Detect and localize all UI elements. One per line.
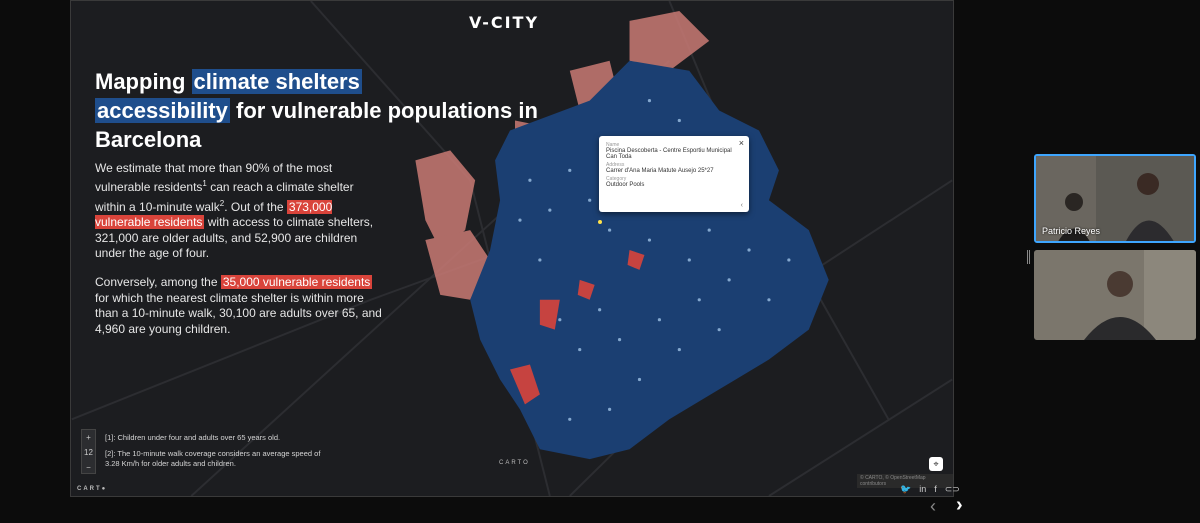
linkedin-icon[interactable]: in: [919, 484, 927, 494]
popup-address-value: Carrer d'Ana Maria Matute Ausejo 25*27: [606, 168, 714, 174]
close-icon[interactable]: ×: [738, 138, 744, 148]
carto-logo: CART●: [77, 486, 108, 492]
map-attribution: © CARTO, © OpenStreetMap contributors: [857, 474, 953, 488]
presentation-slide: V-CITY Mapping climate shelters accessibi…: [70, 0, 954, 497]
participant-video-image: [1034, 250, 1196, 340]
p2-text-a: Conversely, among the: [95, 275, 221, 290]
slide-title: Mapping climate shelters accessibility fo…: [95, 67, 565, 154]
title-highlight-climate-shelters: climate shelters: [191, 69, 362, 94]
popup-name-value: Piscina Descoberta - Centre Esportiu Mun…: [606, 148, 732, 160]
chevron-left-icon[interactable]: ‹: [740, 202, 743, 209]
share-bar: 🐦 in f ⊂⊃: [900, 484, 960, 495]
popup-name-label: Name: [606, 142, 620, 148]
paragraph-access: We estimate that more than 90% of the mo…: [95, 161, 385, 261]
footnotes: [1]: Children under four and adults over…: [105, 433, 335, 475]
p1-text-b: can reach a climate shelter within a 10-…: [95, 180, 354, 214]
shelter-popup: × Name Piscina Descoberta - Centre Espor…: [599, 136, 749, 212]
paragraph-no-access: Conversely, among the 35,000 vulnerable …: [95, 275, 385, 337]
popup-category-label: Category: [606, 176, 627, 182]
participant-video-1[interactable]: Patricio Reyes: [1034, 154, 1196, 243]
title-text-rest: for vulnerable populations in Barcelona: [95, 98, 538, 152]
participant-name: Patricio Reyes: [1042, 226, 1101, 236]
facebook-icon[interactable]: f: [934, 484, 937, 494]
next-slide-button[interactable]: ›: [956, 494, 963, 516]
popup-address-label: Address: [606, 162, 625, 168]
zoom-control: + 12 −: [81, 429, 96, 474]
title-text: Mapping: [95, 69, 192, 94]
slide-body: We estimate that more than 90% of the mo…: [95, 161, 385, 351]
link-icon[interactable]: ⊂⊃: [944, 484, 960, 494]
highlight-35000: 35,000 vulnerable residents: [220, 275, 373, 290]
previous-slide-button[interactable]: ‹: [930, 496, 936, 516]
p1-text-c: . Out of the: [224, 199, 287, 214]
footnote-2: [2]: The 10-minute walk coverage conside…: [105, 449, 321, 468]
p2-text-b: for which the nearest climate shelter is…: [95, 290, 382, 336]
zoom-in-button[interactable]: +: [86, 433, 91, 442]
footnote-ref-2: 2: [219, 198, 225, 208]
footnote-1: [1]: Children under four and adults over…: [105, 433, 281, 442]
zoom-out-button[interactable]: −: [86, 463, 91, 472]
popup-category-value: Outdoor Pools: [606, 182, 645, 188]
locate-icon[interactable]: ⌖: [929, 457, 943, 471]
footnote-ref-1: 1: [202, 179, 207, 189]
drag-handle-icon[interactable]: [1027, 250, 1030, 264]
carto-watermark: CARTO: [499, 460, 530, 466]
participant-video-2[interactable]: [1034, 250, 1196, 340]
participant-video-image: [1036, 156, 1194, 241]
p1-text-a: We estimate that more than 90% of the mo…: [95, 161, 333, 195]
twitter-icon[interactable]: 🐦: [900, 484, 912, 494]
selected-shelter-marker[interactable]: [598, 220, 602, 224]
vcity-logo: V-CITY: [469, 13, 540, 32]
title-highlight-accessibility: accessibility: [95, 98, 230, 123]
zoom-level: 12: [84, 448, 93, 457]
p1-text-d: with access to climate shelters, 321,000…: [95, 215, 374, 261]
